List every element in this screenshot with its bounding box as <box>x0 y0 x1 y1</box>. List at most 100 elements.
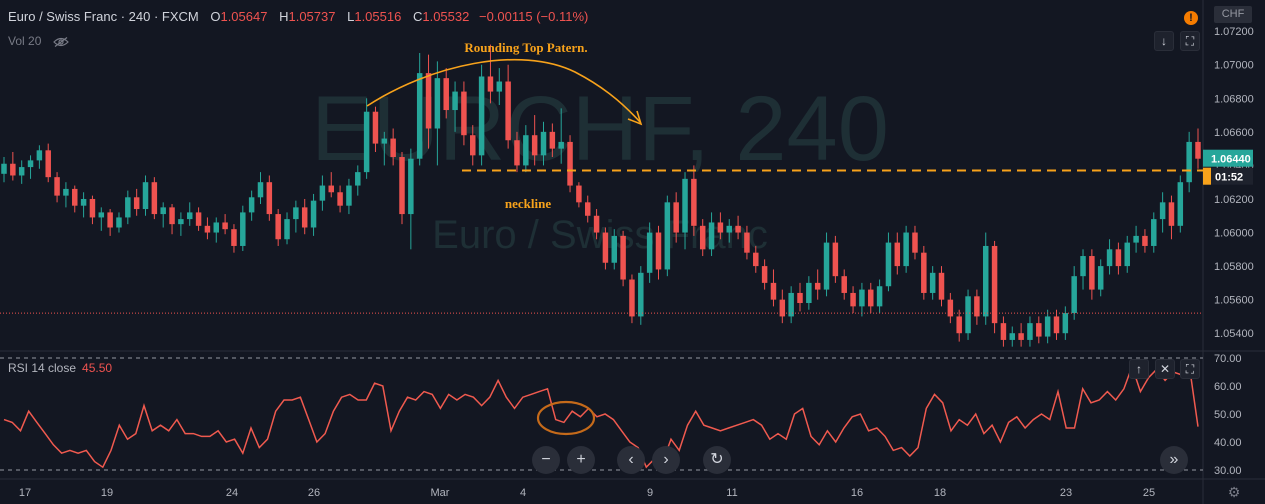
time-tick-label: 19 <box>101 487 113 499</box>
candle-body <box>1027 323 1033 340</box>
double-chevron-right-icon[interactable]: » <box>1160 446 1188 474</box>
rsi-highlight-ellipse <box>536 400 596 436</box>
candle-body <box>310 200 317 228</box>
candle-body <box>611 235 618 263</box>
candle-body <box>1133 235 1139 243</box>
candle-body <box>938 272 945 300</box>
hidden-eye-icon[interactable] <box>52 36 69 47</box>
plus-icon[interactable]: + <box>567 446 595 474</box>
close-icon[interactable]: ✕ <box>1155 359 1175 379</box>
candle-body <box>691 178 697 226</box>
candle-body <box>89 198 96 218</box>
candle-body <box>54 177 60 196</box>
watermark-main: EURCHF, 240 <box>311 78 889 180</box>
candle-body <box>213 222 220 233</box>
candle-body <box>45 150 51 178</box>
candle-body <box>1106 249 1113 267</box>
candle-body <box>1089 256 1095 290</box>
candle-body <box>452 91 458 111</box>
candle-body <box>638 272 644 317</box>
candle-body <box>1186 141 1192 183</box>
currency-badge[interactable]: CHF <box>1214 6 1252 23</box>
maximize-pane-icon[interactable]: ⛶ <box>1180 359 1200 379</box>
reset-icon[interactable]: ↻ <box>703 446 731 474</box>
alert-icon[interactable]: ! <box>1184 11 1198 25</box>
time-tick-label: 23 <box>1060 487 1072 499</box>
symbol-title: Euro / Swiss Franc · 240 · FXCM <box>8 9 199 24</box>
volume-legend[interactable]: Vol 20 <box>8 34 69 48</box>
candle-body <box>18 167 25 176</box>
candle-body <box>178 219 184 225</box>
candle-body <box>779 299 786 317</box>
candle-body <box>478 76 485 156</box>
candle-body <box>761 266 768 283</box>
candle-body <box>1115 249 1122 267</box>
candle-body <box>1053 316 1060 334</box>
candle-body <box>1142 235 1148 246</box>
candle-body <box>63 188 69 196</box>
candle-body <box>717 222 724 233</box>
rsi-legend: RSI 14 close 45.50 <box>8 361 112 375</box>
gear-icon[interactable]: ⚙ <box>1227 484 1241 500</box>
candle-body <box>1071 276 1077 314</box>
candle-body <box>1009 333 1016 340</box>
price-tick-label: 1.06800 <box>1214 93 1254 105</box>
low-value: 1.05516 <box>354 9 402 24</box>
change-value: −0.00115 (−0.11%) <box>478 9 589 24</box>
candle-body <box>319 185 326 201</box>
minus-icon[interactable]: − <box>532 446 560 474</box>
candle-body <box>832 242 839 277</box>
chevron-left-icon[interactable]: ‹ <box>617 446 645 474</box>
candle-body <box>982 245 989 317</box>
candle-body <box>682 178 688 233</box>
candle-body <box>735 225 741 233</box>
candle-body <box>372 111 379 144</box>
candle-body <box>133 197 140 210</box>
candle-body <box>328 185 334 193</box>
countdown-label: 01:52 <box>1215 172 1243 184</box>
time-tick-label: 17 <box>19 487 31 499</box>
candle-body <box>788 292 794 317</box>
time-tick-label: 24 <box>226 487 238 499</box>
candle-body <box>929 272 936 293</box>
candle-body <box>231 229 237 246</box>
candle-body <box>381 138 388 144</box>
candle-body <box>257 182 264 198</box>
candle-body <box>629 279 635 317</box>
price-tick-label: 1.05600 <box>1214 295 1254 307</box>
candle-body <box>726 225 732 233</box>
candle-body <box>1 163 7 174</box>
close-label: C <box>412 9 423 24</box>
candle-body <box>240 212 246 246</box>
candle-body <box>814 282 821 290</box>
candle-body <box>408 158 414 215</box>
candle-body <box>293 207 299 220</box>
candle-body <box>797 292 803 304</box>
open-value: 1.05647 <box>220 9 268 24</box>
candle-body <box>549 131 556 149</box>
maximize-icon[interactable]: ⛶ <box>1180 31 1200 51</box>
candle-body <box>346 185 352 206</box>
candle-body <box>1195 141 1201 159</box>
candle-body <box>876 286 883 307</box>
time-tick-label: Mar <box>431 487 450 499</box>
last-price-label: 1.06440 <box>1211 154 1251 166</box>
price-tick-label: 1.06200 <box>1214 194 1254 206</box>
candle-body <box>1159 202 1166 220</box>
candle-body <box>416 73 423 159</box>
candle-body <box>655 232 662 270</box>
up-arrow-icon[interactable]: ↑ <box>1129 359 1149 379</box>
chevron-right-icon[interactable]: › <box>652 446 680 474</box>
candle-body <box>956 316 962 334</box>
candle-body <box>1151 219 1157 246</box>
candle-body <box>912 232 918 253</box>
last-price-badge <box>1203 149 1253 167</box>
candle-body <box>744 232 750 253</box>
candle-body <box>664 202 671 270</box>
down-arrow-icon[interactable]: ↓ <box>1154 31 1174 51</box>
candle-body <box>1177 182 1184 226</box>
candle-body <box>965 296 971 334</box>
price-tick-label: 1.06000 <box>1214 228 1254 240</box>
